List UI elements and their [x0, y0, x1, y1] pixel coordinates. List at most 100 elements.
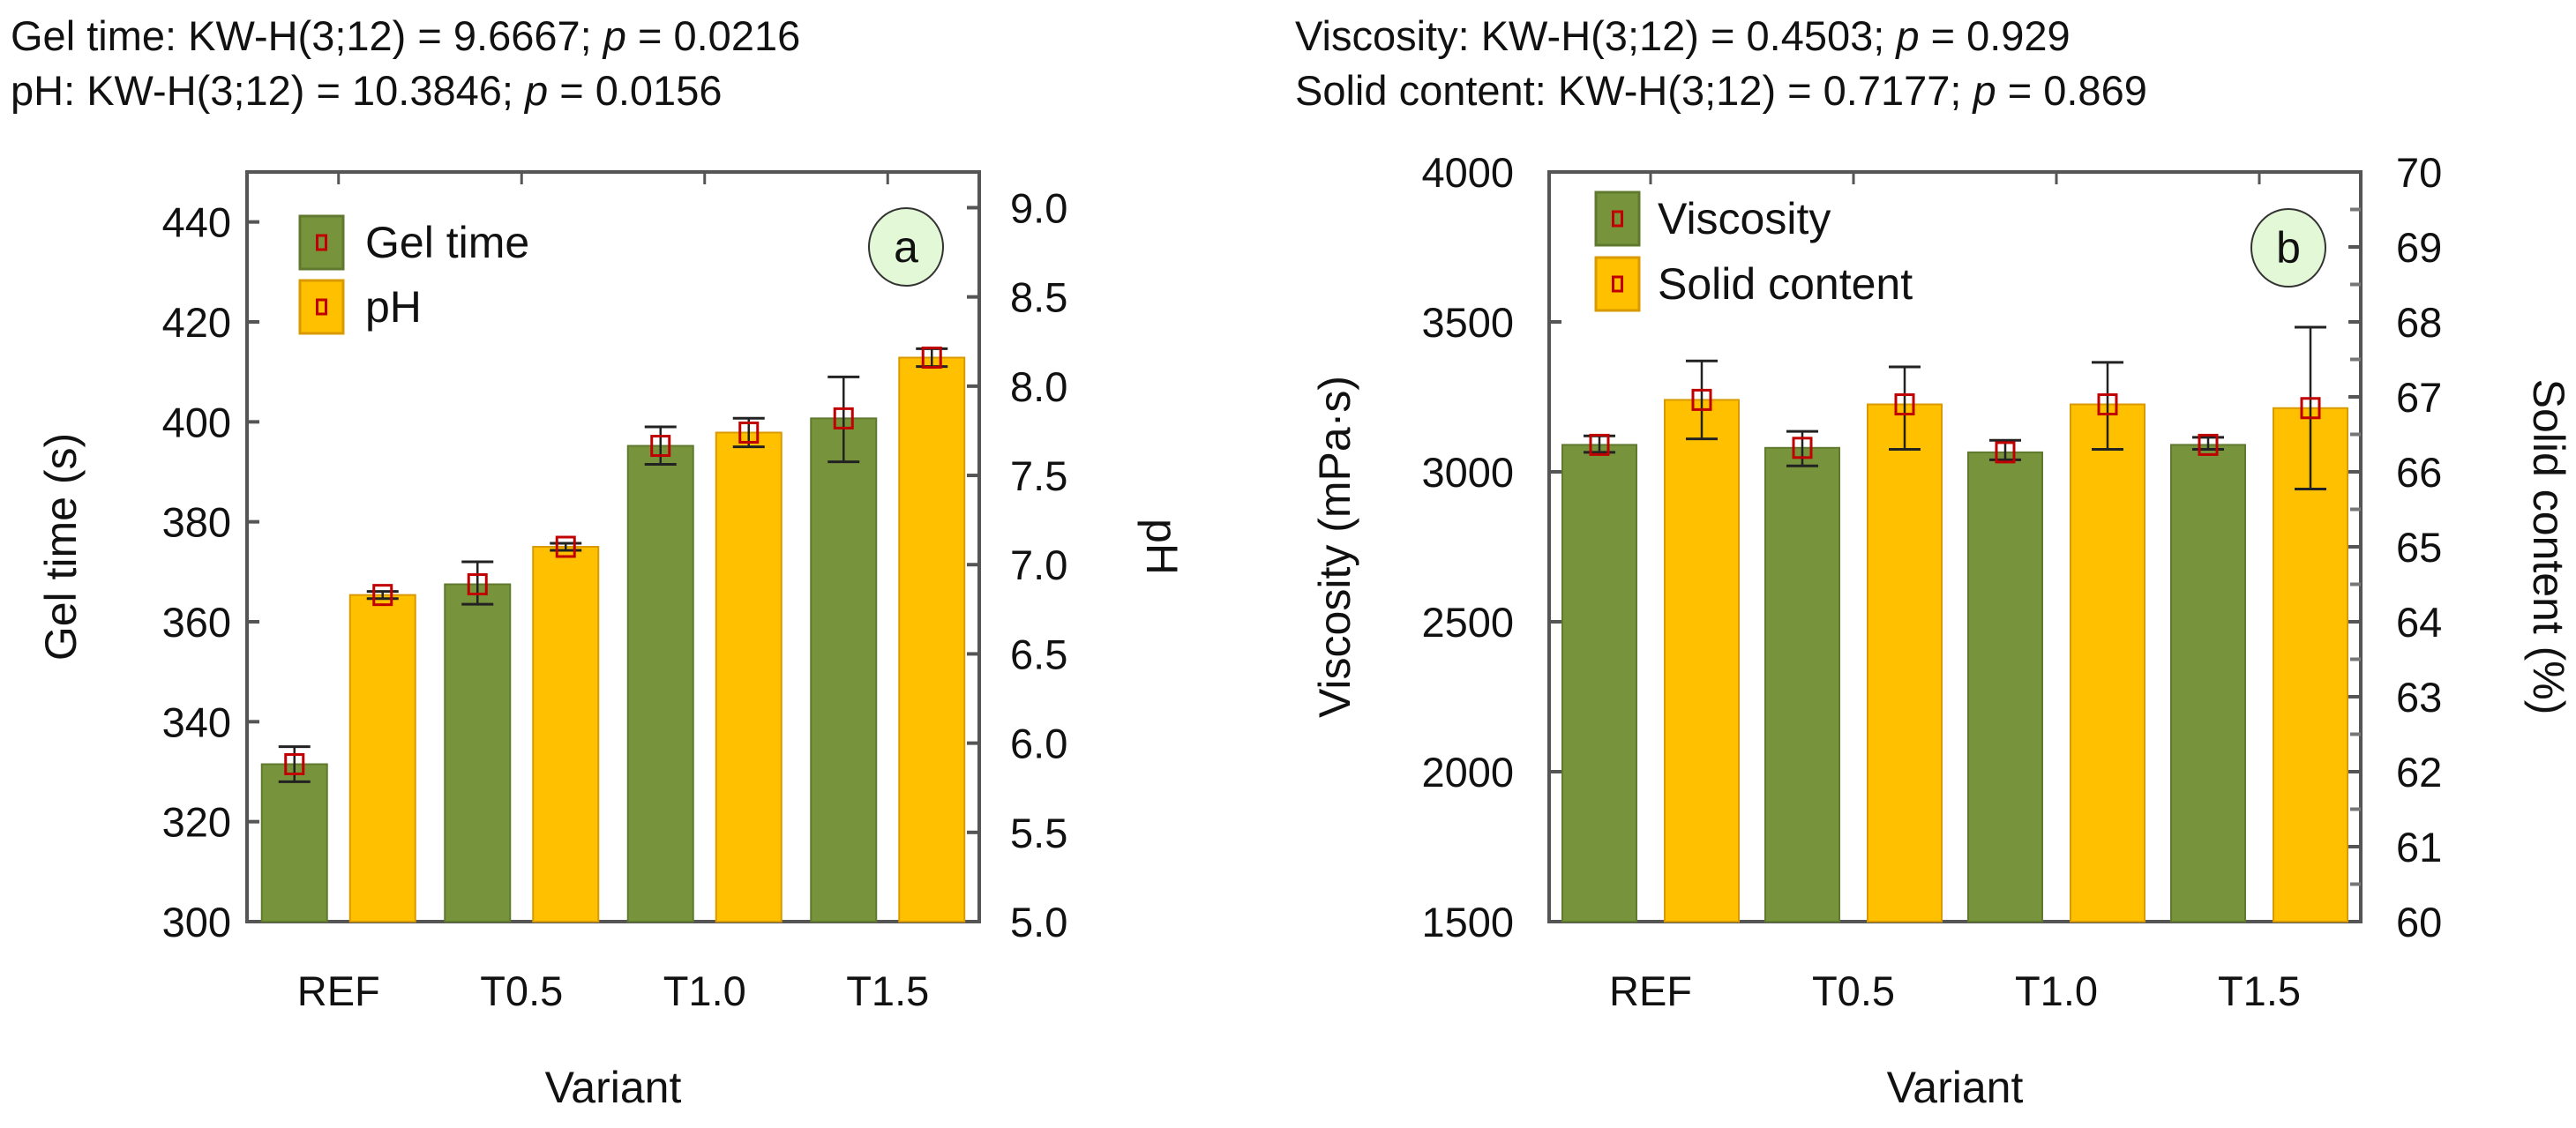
legend-swatch	[1594, 190, 1641, 247]
y-right-tick-label: 6.5	[1010, 631, 1067, 677]
x-tick-label: T1.0	[2015, 967, 2098, 1014]
panel-label: a	[894, 222, 918, 272]
bar-viscosity	[1561, 444, 1637, 923]
legend-marker	[316, 234, 327, 251]
p-symbol: p	[603, 12, 626, 59]
mean-marker	[1792, 437, 1813, 459]
legend-marker	[1612, 275, 1623, 293]
bar-ph	[532, 546, 600, 923]
x-tick-label: T1.5	[846, 967, 929, 1014]
mean-marker	[1995, 441, 2016, 464]
bar-solid-content	[1664, 399, 1740, 923]
legend-label: pH	[365, 282, 422, 332]
panel-label-circle	[868, 207, 944, 287]
stat-value: = 0.869	[1996, 67, 2147, 114]
bar-viscosity	[1764, 446, 1840, 923]
y-right-tick-label: 70	[2396, 149, 2442, 196]
legend-swatch	[298, 279, 345, 335]
mean-marker	[372, 584, 393, 607]
stat-line-b2: Solid content: KW-H(3;12) = 0.7177; p = …	[1295, 67, 2147, 115]
bar-ph	[348, 594, 416, 923]
mean-marker	[1589, 433, 1610, 456]
y-right-axis-title: pH	[1137, 519, 1187, 575]
y-tick-label: 2500	[1421, 599, 1514, 646]
bar-solid-content	[2070, 403, 2145, 923]
plot-frame	[245, 170, 981, 923]
legend-label: Gel time	[365, 218, 529, 267]
x-tick-label: REF	[297, 967, 380, 1014]
bar-solid-content	[2273, 407, 2348, 923]
stat-line-a2: pH: KW-H(3;12) = 10.3846; p = 0.0156	[11, 67, 722, 115]
legend-label: Viscosity	[1658, 194, 1831, 243]
mean-marker	[555, 535, 576, 558]
y-right-tick-label: 61	[2396, 824, 2442, 870]
stat-value: = 0.0216	[625, 12, 801, 59]
y-tick-label: 400	[162, 399, 231, 445]
y-tick-label: 4000	[1421, 149, 1514, 196]
mean-marker	[2097, 393, 2118, 415]
legend-marker	[316, 298, 327, 316]
mean-marker	[284, 753, 305, 775]
p-symbol: p	[1896, 12, 1920, 59]
bar-ph	[715, 431, 783, 923]
y-right-tick-label: 67	[2396, 374, 2442, 421]
mean-marker	[921, 346, 942, 369]
bar-gel-time	[260, 763, 328, 923]
bar-ph	[898, 356, 966, 923]
bar-gel-time	[626, 444, 694, 923]
y-right-tick-label: 64	[2396, 599, 2442, 646]
x-axis-title: Variant	[1887, 1063, 2024, 1112]
x-tick-label: T1.5	[2218, 967, 2301, 1014]
x-tick-label: T1.0	[663, 967, 746, 1014]
y-tick-label: 3500	[1421, 299, 1514, 346]
y-right-tick-label: 6.0	[1010, 721, 1067, 767]
y-axis-title: Gel time (s)	[36, 433, 86, 661]
bar-solid-content	[1867, 403, 1943, 923]
bar-gel-time	[810, 417, 878, 923]
y-right-tick-label: 5.5	[1010, 810, 1067, 856]
y-right-tick-label: 60	[2396, 899, 2442, 945]
mean-marker	[467, 573, 488, 595]
p-symbol: p	[1973, 67, 1996, 114]
y-tick-label: 320	[162, 799, 231, 846]
x-tick-label: REF	[1609, 967, 1692, 1014]
p-symbol: p	[525, 67, 549, 114]
mean-marker	[2300, 397, 2321, 420]
x-tick-label: T0.5	[480, 967, 563, 1014]
y-right-tick-label: 8.5	[1010, 274, 1067, 321]
y-tick-label: 1500	[1421, 899, 1514, 945]
y-right-tick-label: 7.0	[1010, 542, 1067, 588]
y-right-tick-label: 69	[2396, 224, 2442, 271]
x-axis-title: Variant	[545, 1063, 682, 1112]
panel-label-circle	[2250, 208, 2326, 288]
stat-line-a1: Gel time: KW-H(3;12) = 9.6667; p = 0.021…	[11, 12, 800, 60]
y-right-tick-label: 9.0	[1010, 184, 1067, 231]
y-right-tick-label: 66	[2396, 449, 2442, 496]
mean-marker	[2198, 433, 2219, 456]
mean-marker	[650, 435, 671, 458]
panel-label: b	[2276, 223, 2301, 273]
y-tick-label: 3000	[1421, 449, 1514, 496]
y-tick-label: 360	[162, 599, 231, 646]
legend-swatch	[298, 214, 345, 271]
y-right-tick-label: 7.5	[1010, 452, 1067, 499]
y-right-axis-title: Solid content (%)	[2524, 379, 2573, 715]
y-right-tick-label: 62	[2396, 749, 2442, 796]
y-tick-label: 300	[162, 899, 231, 945]
y-tick-label: 340	[162, 698, 231, 745]
y-right-tick-label: 8.0	[1010, 363, 1067, 410]
y-right-tick-label: 68	[2396, 299, 2442, 346]
y-right-tick-label: 5.0	[1010, 899, 1067, 945]
y-tick-label: 420	[162, 299, 231, 346]
legend-swatch	[1594, 256, 1641, 312]
y-tick-label: 440	[162, 199, 231, 246]
stat-value: = 0.929	[1919, 12, 2071, 59]
stat-text: Solid content: KW-H(3;12) = 0.7177;	[1295, 67, 1973, 114]
legend-marker	[1612, 210, 1623, 228]
stat-text: Viscosity: KW-H(3;12) = 0.4503;	[1295, 12, 1897, 59]
mean-marker	[1894, 393, 1915, 415]
y-tick-label: 2000	[1421, 749, 1514, 796]
stat-text: pH: KW-H(3;12) = 10.3846;	[11, 67, 526, 114]
mean-marker	[1691, 388, 1712, 411]
